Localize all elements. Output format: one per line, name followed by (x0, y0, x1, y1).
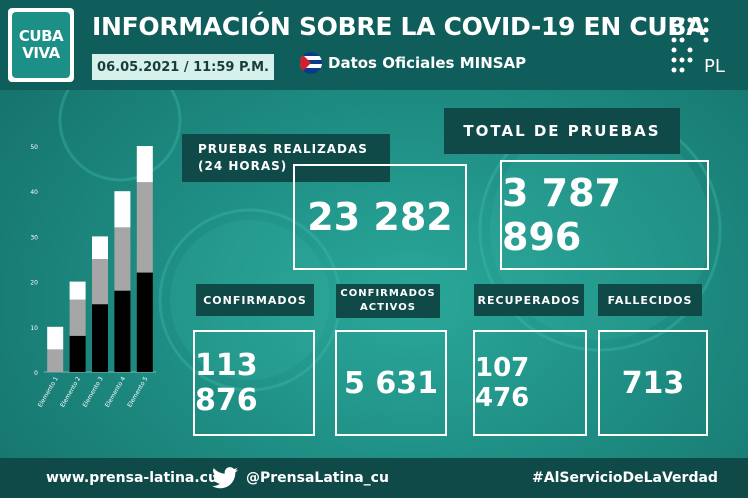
recuperados-label: RECUPERADOS (474, 284, 584, 316)
recuperados-value: 107 476 (473, 330, 587, 436)
website-link[interactable]: www.prensa-latina.cu (46, 470, 218, 486)
bar-segment (114, 227, 131, 291)
fallecidos-value: 713 (598, 330, 708, 436)
total-value: 3 787 896 (500, 160, 709, 270)
y-tick-label: 30 (30, 234, 38, 241)
confirmados-label: CONFIRMADOS (196, 284, 314, 316)
header-bar: CUBA VIVA INFORMACIÓN SOBRE LA COVID-19 … (0, 0, 748, 90)
prensa-latina-logo[interactable]: PL (666, 14, 736, 78)
pruebas-value: 23 282 (293, 164, 467, 270)
bar-segment (92, 236, 108, 259)
activos-value: 5 631 (335, 330, 447, 436)
x-tick-label: Elemento 4 (104, 375, 127, 408)
bar-segment (136, 182, 153, 273)
page-title: INFORMACIÓN SOBRE LA COVID-19 EN CUBA (92, 12, 706, 41)
bar-segment (69, 281, 86, 300)
twitter-icon[interactable] (212, 467, 238, 489)
bar-segment (47, 326, 64, 350)
cubaviva-logo[interactable]: CUBA VIVA (8, 8, 74, 82)
y-tick-label: 50 (30, 144, 38, 151)
y-tick-label: 20 (30, 280, 38, 287)
bar-segment (136, 272, 153, 372)
x-tick-label: Elemento 1 (37, 375, 60, 408)
pruebas-label: PRUEBAS REALIZADAS (24 HORAS) (182, 134, 390, 182)
date-badge: 06.05.2021 / 11:59 P.M. (92, 54, 274, 80)
bar-segment (114, 191, 131, 228)
x-tick-label: Elemento 5 (126, 375, 149, 408)
bar-segment (136, 146, 153, 183)
twitter-handle[interactable]: @PrensaLatina_cu (246, 470, 389, 486)
total-label: TOTAL DE PRUEBAS (444, 108, 680, 154)
x-tick-label: Elemento 3 (82, 375, 105, 408)
bar-segment (69, 299, 86, 336)
bar-segment (92, 259, 108, 305)
y-tick-label: 0 (34, 370, 38, 377)
confirmados-value: 113 876 (193, 330, 315, 436)
footer-bar: www.prensa-latina.cu @PrensaLatina_cu #A… (0, 458, 748, 498)
bar-segment (69, 335, 86, 372)
y-tick-label: 10 (30, 325, 38, 332)
activos-label: CONFIRMADOS ACTIVOS (336, 284, 440, 318)
logo-line-1: CUBA (18, 27, 64, 45)
source-label: Datos Oficiales MINSAP (300, 52, 526, 74)
y-tick-label: 40 (30, 189, 38, 196)
bar-segment (47, 349, 64, 372)
fallecidos-label: FALLECIDOS (598, 284, 702, 316)
source-text: Datos Oficiales MINSAP (328, 54, 527, 72)
pl-mark: PL (704, 56, 725, 77)
bar-segment (114, 290, 131, 372)
hashtag: #AlServicioDeLaVerdad (532, 470, 718, 486)
logo-line-2: VIVA (22, 44, 60, 62)
x-tick-label: Elemento 2 (59, 375, 82, 408)
bar-segment (92, 304, 108, 372)
cuba-flag-icon (300, 52, 322, 74)
